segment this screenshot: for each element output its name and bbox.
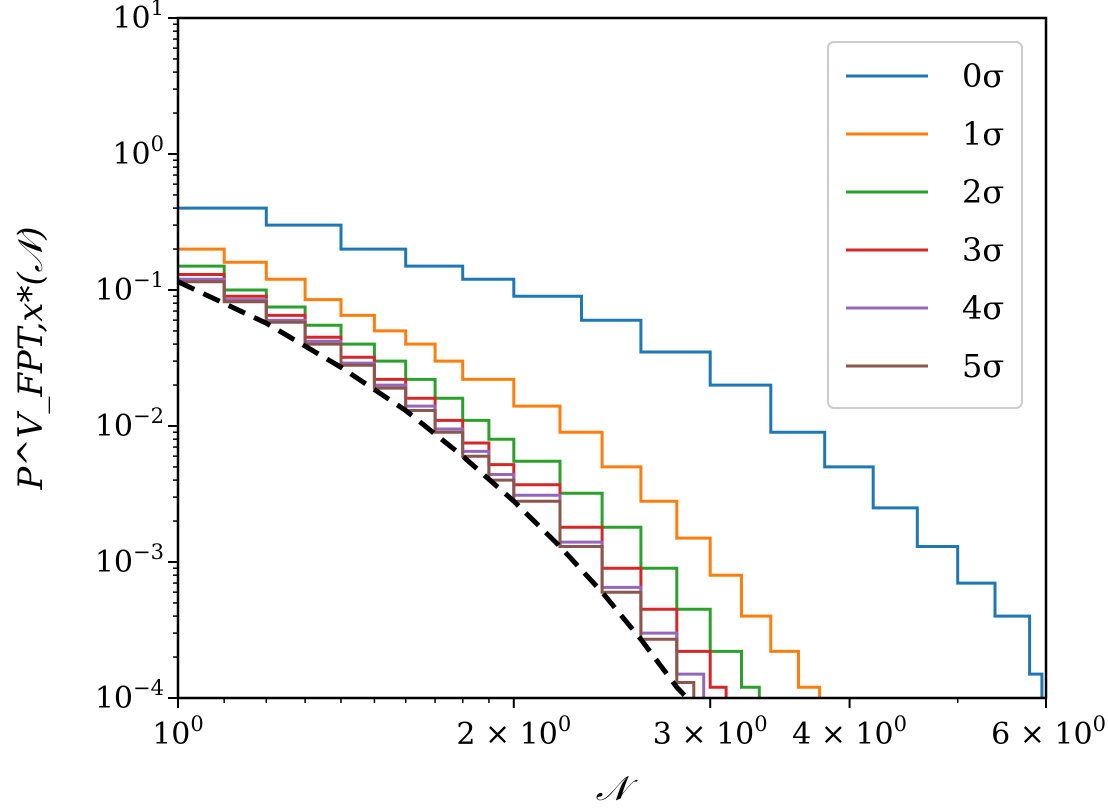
series-layer (176, 206, 1044, 700)
y-tick-label-5: 10−4 (95, 676, 164, 716)
x-tick-label-1: 2 × 100 (456, 712, 571, 752)
legend-label-5: 5σ (962, 347, 1004, 385)
legend-label-0: 0σ (962, 57, 1004, 95)
y-tick-label-3: 10−2 (95, 404, 164, 444)
series-line-1 (178, 247, 822, 698)
x-tick-label-3: 4 × 100 (792, 712, 907, 752)
legend: 0σ 1σ 2σ 3σ 4σ 5σ (827, 41, 1023, 409)
x-tick-label-2: 3 × 100 (653, 712, 768, 752)
legend-label-1: 1σ (962, 115, 1004, 153)
legend-label-3: 3σ (962, 231, 1004, 269)
y-tick-label-4: 10−3 (95, 540, 164, 580)
series-line-6 (176, 279, 689, 700)
x-tick-label-4: 6 × 100 (991, 712, 1106, 752)
series-line-5 (178, 280, 696, 698)
svg-text:P^V_FPT,x*(𝒩): P^V_FPT,x*(𝒩) (11, 226, 51, 490)
series-line-0 (178, 206, 1044, 698)
legend-label-4: 4σ (962, 289, 1004, 327)
y-tick-label-2: 10−1 (95, 268, 164, 308)
y-axis-label: P^V_FPT,x*(𝒩) (11, 226, 51, 490)
y-tick-label-1: 100 (112, 132, 164, 172)
x-axis-label: 𝒩 (596, 769, 639, 809)
series-line-4 (178, 277, 706, 698)
x-tick-label-0: 100 (152, 712, 204, 752)
y-tick-label-0: 101 (112, 0, 164, 36)
plot-frame (176, 16, 1048, 700)
legend-label-2: 2σ (962, 173, 1004, 211)
